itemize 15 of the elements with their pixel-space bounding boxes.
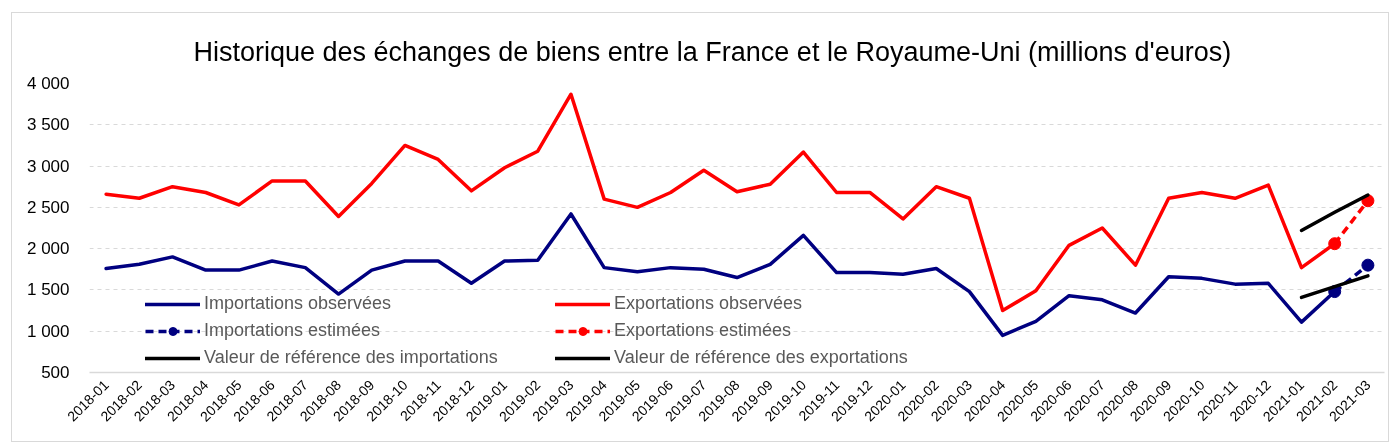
y-tick-label: 2 500 xyxy=(26,197,70,217)
y-tick-label: 4 000 xyxy=(26,74,70,93)
legend-label: Valeur de référence des exportations xyxy=(614,347,909,368)
legend-label: Importations estimées xyxy=(204,320,382,341)
y-tick-label: 1 500 xyxy=(26,280,70,300)
legend-label: Importations observées xyxy=(204,293,393,314)
y-tick-label: 1 000 xyxy=(26,321,70,341)
y-tick-label: 3 500 xyxy=(26,115,70,135)
legend-label: Exportations estimées xyxy=(614,320,793,341)
y-tick-label: 500 xyxy=(41,363,70,382)
chart-title: Historique des échanges de biens entre la France et le Royaume-Uni (millions d'euros) xyxy=(193,36,1232,67)
legend-label: Exportations observées xyxy=(614,293,804,314)
legend-label: Valeur de référence des importations xyxy=(204,347,499,368)
y-tick-label: 2 000 xyxy=(26,239,70,259)
y-tick-label: 3 000 xyxy=(26,156,70,176)
